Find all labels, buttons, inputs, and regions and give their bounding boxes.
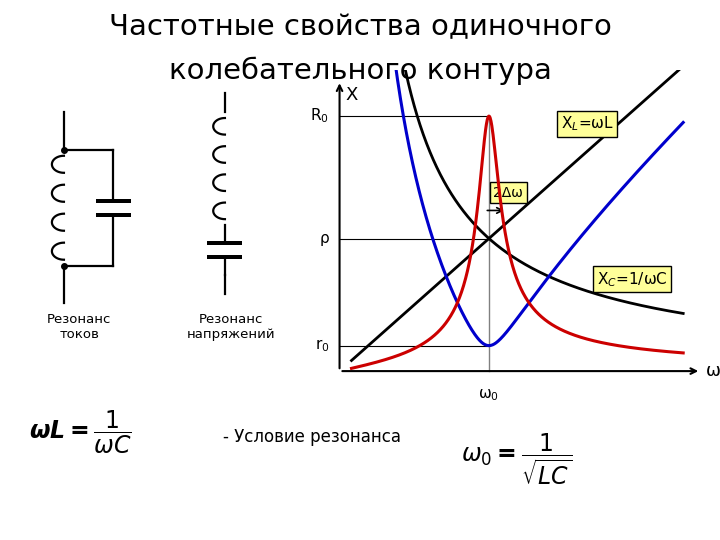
Text: 2Δω: 2Δω (493, 186, 523, 200)
Text: ρ: ρ (320, 231, 329, 246)
Text: Частотные свойства одиночного: Частотные свойства одиночного (109, 14, 611, 42)
Text: - Условие резонанса: - Условие резонанса (223, 428, 401, 447)
Text: $\boldsymbol{\omega L = \dfrac{1}{\omega C}}$: $\boldsymbol{\omega L = \dfrac{1}{\omega… (29, 408, 132, 456)
Text: X$_C$=1/ωC: X$_C$=1/ωC (597, 270, 667, 289)
Text: ω: ω (706, 362, 720, 380)
Text: X$_L$=ωL: X$_L$=ωL (561, 114, 613, 133)
Text: R$_0$: R$_0$ (310, 107, 329, 125)
Text: X: X (346, 85, 358, 104)
Text: колебательного контура: колебательного контура (168, 57, 552, 85)
Text: $\boldsymbol{\omega_0 = \dfrac{1}{\sqrt{LC}}}$: $\boldsymbol{\omega_0 = \dfrac{1}{\sqrt{… (461, 431, 572, 487)
Text: r$_0$: r$_0$ (315, 338, 329, 354)
Text: ω$_0$: ω$_0$ (478, 388, 500, 403)
Text: Резонанс
токов: Резонанс токов (48, 313, 112, 341)
Text: Резонанс
напряжений: Резонанс напряжений (186, 313, 276, 341)
